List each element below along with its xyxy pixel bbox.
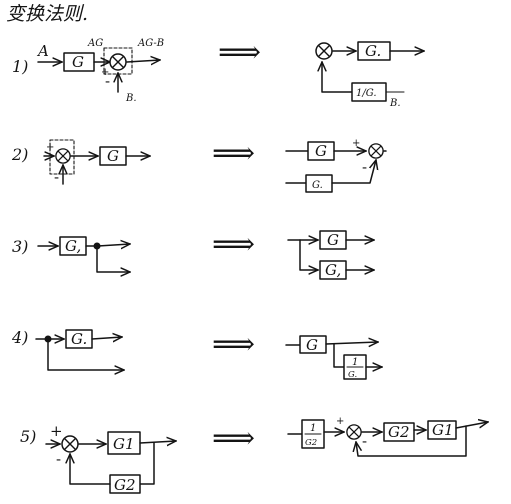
- sum-plus-sign: +: [101, 67, 109, 78]
- mid-signal-label: AG: [87, 38, 103, 49]
- sum-plus-sign: +: [336, 416, 344, 427]
- output-arrow: [126, 60, 160, 62]
- disturbance-label: B.: [125, 93, 137, 104]
- sum-plus-sign: +: [352, 138, 360, 149]
- rule-5: 5) + G1 G2 - ⟹ 1 G2 + -: [20, 416, 488, 494]
- sum-plus-sign: +: [50, 422, 63, 440]
- block-g-label: G: [72, 53, 84, 71]
- feedback-denominator: G.: [348, 370, 357, 380]
- output-label: AG-B: [137, 38, 164, 49]
- summing-junction-icon: [346, 424, 362, 440]
- block-mid-label: G2: [388, 423, 410, 441]
- sum-minus-sign: -: [54, 168, 59, 186]
- rule-4: 4) G. ⟹ G 1 G.: [11, 327, 382, 380]
- implies-arrow-icon: ⟹: [212, 421, 255, 456]
- block-g-label: G,: [65, 237, 81, 255]
- block-g-label: G: [306, 336, 318, 354]
- output-arrow: [91, 337, 122, 339]
- implies-arrow-icon: ⟹: [212, 227, 255, 262]
- branch-output: [47, 341, 124, 370]
- rule-1-right: G. 1/G. B.: [315, 41, 424, 109]
- feedback-numerator: 1: [352, 357, 358, 368]
- feedback-path: [331, 160, 376, 184]
- summing-junction-icon: [55, 148, 71, 164]
- block-g-label: G.: [365, 42, 381, 60]
- branch-output: [96, 245, 130, 272]
- sum-minus-sign: -: [362, 432, 367, 450]
- block-out-label: G1: [432, 421, 454, 439]
- disturbance-label: B.: [389, 98, 401, 109]
- implies-arrow-icon: ⟹: [212, 327, 255, 362]
- summing-junction-icon: [109, 53, 127, 71]
- feedback-path: [356, 425, 467, 457]
- block-mid: [383, 422, 415, 442]
- implies-arrow-icon: ⟹: [212, 136, 255, 171]
- branch-input: [299, 239, 318, 270]
- output-arrow: [455, 422, 488, 429]
- rule-1-left: A G AG + AG-B - B.: [36, 38, 164, 104]
- block-top-label: G: [327, 231, 339, 249]
- output-arrow: [139, 441, 176, 443]
- block-forward-label: G1: [113, 435, 135, 453]
- rule-5-right: 1 G2 + - G2 G1: [287, 416, 488, 457]
- branch-point: [44, 335, 52, 343]
- feedback-path: [322, 62, 353, 93]
- summing-junction-icon: [315, 42, 333, 60]
- rule-number: 3): [12, 237, 28, 256]
- block-g-label: G: [107, 147, 119, 165]
- rule-2-right: G + G. -: [285, 138, 387, 193]
- rule-1: 1) A G AG + AG-B - B. ⟹ G. 1/G.: [12, 35, 424, 109]
- block-feedback-label: G2: [114, 476, 136, 494]
- sum-minus-sign: -: [56, 450, 61, 468]
- block-g-label: G.: [71, 330, 87, 348]
- sum-minus-sign: -: [362, 158, 367, 176]
- sum-plus-sign: +: [46, 142, 54, 153]
- rule-number: 5): [20, 427, 36, 446]
- page-title: 变换法则.: [6, 3, 88, 25]
- block-bottom-label: G.: [312, 180, 323, 191]
- pre-filter-denominator: G2: [305, 438, 317, 448]
- rule-2: 2) + - G ⟹ G + G. -: [11, 136, 387, 193]
- rule-4-right: G 1 G.: [285, 335, 382, 380]
- output-arrow: [97, 244, 130, 246]
- rule-number: 2): [11, 145, 28, 164]
- implies-arrow-icon: ⟹: [218, 35, 261, 70]
- rule-3-left: G,: [37, 236, 130, 272]
- branch-path: [333, 343, 345, 368]
- input-label: A: [36, 42, 49, 60]
- block-out: [427, 420, 457, 440]
- rule-number: 4): [11, 328, 28, 347]
- summing-junction-icon: [61, 435, 79, 453]
- rule-4-left: G.: [35, 329, 124, 370]
- sum-minus-sign: -: [105, 72, 110, 90]
- rule-2-left: + - G: [43, 139, 150, 186]
- feedback-return: [70, 454, 111, 485]
- rule-3-right: G G,: [287, 230, 374, 280]
- feedback-block-label: 1/G.: [356, 88, 377, 99]
- rule-5-left: + G1 G2 -: [45, 422, 176, 494]
- summing-junction-icon: [368, 143, 384, 159]
- rule-number: 1): [12, 57, 28, 76]
- block-bottom-label: G,: [325, 261, 341, 279]
- block-top-label: G: [315, 142, 327, 160]
- feedback-path: [139, 442, 155, 485]
- pre-filter-numerator: 1: [310, 423, 316, 434]
- rule-3: 3) G, ⟹ G G,: [12, 227, 374, 280]
